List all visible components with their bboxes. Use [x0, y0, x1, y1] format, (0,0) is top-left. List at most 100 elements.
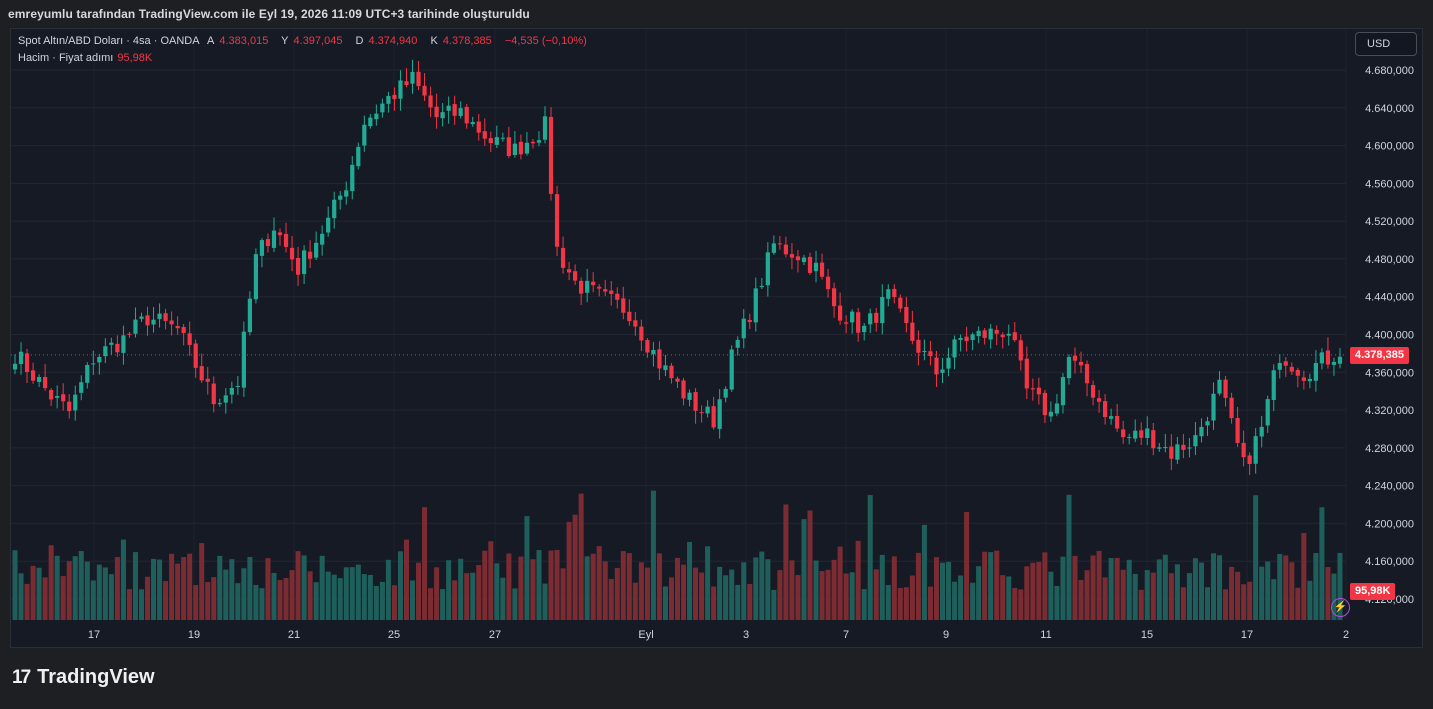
volume-bar	[1289, 562, 1295, 620]
candle	[428, 95, 433, 108]
volume-bar	[96, 564, 102, 620]
volume-bar	[1313, 552, 1319, 620]
candle	[988, 328, 993, 340]
volume-bar	[801, 519, 807, 620]
time-axis-label: 17	[88, 629, 100, 641]
candle	[205, 378, 210, 382]
candle	[103, 346, 108, 357]
candle	[795, 256, 801, 261]
volume-bar	[1156, 559, 1162, 620]
candle	[548, 116, 554, 194]
volume-bar	[18, 573, 24, 620]
candle	[765, 252, 770, 286]
candle	[476, 121, 481, 133]
tradingview-brand[interactable]: 17 TradingView	[12, 666, 155, 689]
volume-bar	[735, 584, 741, 620]
candle	[247, 298, 253, 333]
candle	[1012, 332, 1017, 341]
volume-bar	[271, 572, 277, 620]
symbol-name[interactable]: Spot Altın/ABD Doları · 4sa · OANDA	[18, 35, 200, 47]
candle	[892, 288, 897, 298]
volume-bar	[319, 555, 325, 620]
candle	[657, 349, 662, 369]
candle	[18, 351, 24, 365]
volume-bar	[536, 550, 542, 620]
candle	[187, 333, 192, 345]
volume-bar	[1144, 570, 1150, 620]
candle	[838, 305, 843, 321]
volume-bar	[632, 582, 638, 620]
candle	[470, 122, 475, 125]
volume-bar	[1198, 562, 1204, 620]
candle	[856, 312, 861, 333]
chart-caption: emreyumlu tarafından TradingView.com ile…	[8, 7, 530, 21]
candle	[1072, 355, 1078, 361]
candle	[67, 401, 72, 412]
volume-bar	[211, 577, 217, 620]
candle	[1217, 379, 1222, 394]
volume-bar	[813, 560, 819, 620]
volume-bar	[337, 578, 343, 620]
volume-bar	[518, 556, 524, 620]
price-axis-label: 4.520,000	[1365, 216, 1414, 228]
candle	[1235, 418, 1240, 443]
candle	[1223, 379, 1228, 398]
volume-label[interactable]: Hacim · Fiyat adımı	[18, 52, 114, 64]
volume-bar	[1253, 495, 1259, 620]
currency-button[interactable]: USD	[1355, 32, 1417, 56]
candle	[1313, 363, 1319, 381]
volume-bar	[596, 546, 602, 620]
volume-bar	[831, 559, 837, 620]
volume-bar	[687, 541, 693, 620]
candle	[777, 243, 782, 245]
volume-bar	[566, 521, 572, 620]
candle	[1018, 340, 1023, 361]
volume-bar	[60, 576, 66, 620]
volume-bar	[1102, 577, 1108, 620]
candle	[24, 353, 30, 372]
price-axis-label: 4.240,000	[1365, 481, 1414, 493]
lightning-icon[interactable]: ⚡	[1331, 598, 1350, 617]
volume-bar	[482, 550, 488, 620]
candle	[844, 322, 849, 324]
candle	[825, 276, 831, 290]
candle	[1006, 333, 1011, 336]
volume-bar	[849, 572, 855, 620]
volume-bar	[885, 584, 891, 620]
volume-bar	[723, 575, 729, 620]
candle	[1265, 399, 1270, 426]
volume-bar	[1126, 559, 1132, 620]
candle	[283, 233, 289, 247]
volume-bar	[241, 568, 247, 620]
candle	[79, 382, 84, 393]
volume-bar	[1337, 552, 1343, 620]
volume-bar	[921, 524, 927, 620]
candle	[994, 329, 999, 334]
volume-bar	[891, 556, 897, 620]
candle	[850, 311, 855, 323]
time-axis-label: 3	[743, 629, 749, 641]
volume-bar	[578, 493, 584, 620]
candle	[1048, 411, 1054, 417]
candle	[133, 319, 138, 334]
volume-bar	[42, 577, 48, 620]
volume-bar	[1186, 573, 1192, 620]
candle	[952, 339, 957, 358]
volume-bar	[650, 490, 656, 620]
high-label: Y	[281, 35, 289, 47]
volume-bar	[626, 553, 632, 620]
candle	[121, 335, 126, 353]
volume-bar	[247, 556, 253, 620]
candle	[217, 403, 222, 405]
candle	[801, 257, 807, 263]
volume-bar	[307, 571, 313, 620]
volume-bar	[476, 565, 482, 620]
candle	[554, 194, 560, 247]
candle	[326, 217, 331, 233]
candle	[1024, 358, 1029, 389]
volume-bar	[379, 581, 385, 620]
volume-bar	[138, 589, 144, 620]
candle	[109, 342, 114, 345]
volume-bar	[1000, 575, 1006, 620]
